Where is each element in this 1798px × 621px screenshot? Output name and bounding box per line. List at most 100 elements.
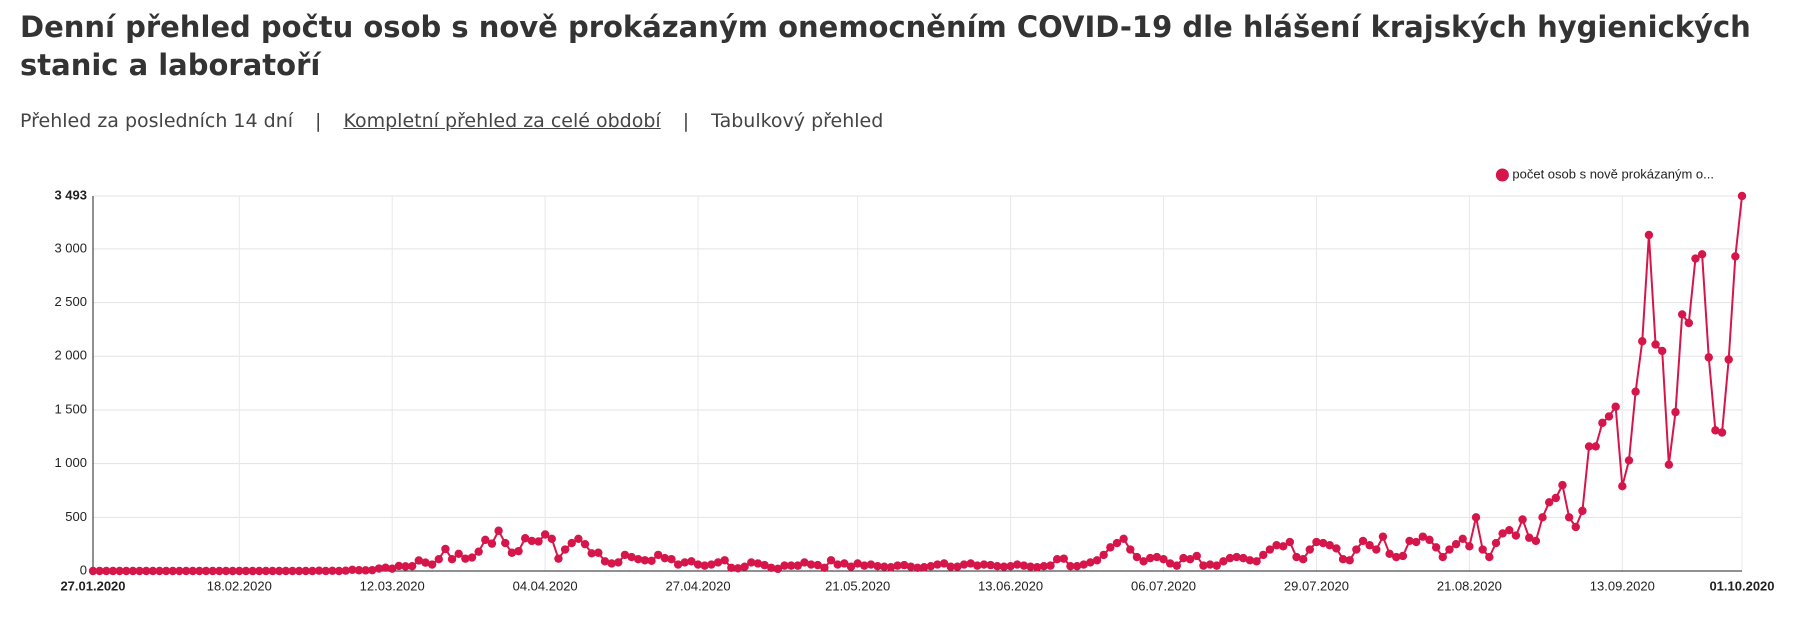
- data-point: [255, 566, 264, 576]
- data-point: [221, 566, 231, 576]
- data-point: [767, 563, 776, 572]
- data-point: [747, 558, 756, 567]
- data-point: [321, 566, 330, 576]
- data-point: [1185, 554, 1195, 564]
- data-point: [840, 559, 849, 568]
- data-point: [1225, 553, 1235, 563]
- data-point: [427, 560, 437, 569]
- data-point: [1245, 556, 1255, 565]
- data-point: [108, 566, 118, 576]
- data-point: [600, 557, 610, 566]
- data-point: [354, 566, 364, 575]
- data-point: [1013, 560, 1022, 569]
- data-point: [753, 559, 763, 568]
- data-point: [893, 561, 902, 570]
- data-point: [1431, 543, 1441, 552]
- data-point: [1232, 552, 1241, 562]
- data-point: [401, 562, 410, 571]
- data-point: [1691, 254, 1700, 263]
- data-point: [281, 566, 291, 576]
- data-point: [946, 562, 955, 571]
- data-point: [1239, 553, 1248, 563]
- data-point: [1325, 541, 1334, 550]
- data-point: [394, 561, 404, 571]
- data-point: [667, 554, 676, 564]
- data-point: [441, 544, 450, 554]
- data-point: [660, 553, 670, 563]
- data-point: [1551, 493, 1561, 503]
- data-point: [155, 566, 164, 576]
- data-point: [374, 564, 384, 573]
- data-point: [215, 566, 224, 576]
- data-point: [607, 559, 616, 568]
- data-point: [1485, 552, 1494, 562]
- nav-item[interactable]: Tabulkový přehled: [711, 110, 884, 132]
- data-point: [348, 565, 357, 575]
- data-point: [1318, 538, 1328, 548]
- data-point: [115, 566, 124, 576]
- data-point: [388, 564, 397, 573]
- data-point: [1538, 513, 1547, 522]
- data-point: [1298, 554, 1308, 564]
- nav-item[interactable]: Přehled za posledních 14 dní: [20, 110, 294, 132]
- data-point: [527, 536, 537, 546]
- data-point: [793, 561, 803, 570]
- chart: 0 500 1 000 1 500 2 000 2 500 3 000 3 493 27.01.…: [54, 166, 1774, 593]
- data-point: [999, 562, 1009, 571]
- data-point: [1032, 563, 1042, 572]
- data-point: [481, 535, 490, 545]
- data-point: [95, 566, 104, 576]
- x-tick-label: 12.03.2020: [360, 578, 425, 593]
- page-title: Denní přehled počtu osob s nově prokázan…: [20, 10, 1751, 82]
- y-tick-label: 1 500: [54, 401, 87, 416]
- x-tick-label: 29.07.2020: [1284, 578, 1349, 593]
- data-point: [1259, 550, 1268, 560]
- data-point: [1445, 545, 1454, 554]
- data-point: [1638, 337, 1647, 346]
- data-point: [288, 566, 297, 576]
- data-point: [1026, 562, 1035, 571]
- data-point: [175, 566, 184, 576]
- data-point: [1079, 560, 1088, 569]
- data-point: [1372, 545, 1381, 554]
- data-point: [1212, 561, 1221, 570]
- data-point: [1511, 531, 1521, 540]
- data-point: [88, 566, 98, 576]
- data-point: [1711, 426, 1720, 435]
- y-tick-label: 500: [65, 509, 87, 524]
- data-point: [880, 562, 889, 571]
- data-point: [826, 556, 836, 565]
- data-point: [228, 566, 237, 576]
- data-point: [720, 556, 729, 565]
- data-point: [148, 566, 158, 576]
- data-point: [308, 566, 317, 576]
- data-point: [886, 563, 896, 572]
- data-point: [653, 550, 663, 560]
- data-point: [514, 546, 523, 556]
- x-tick-label: 04.04.2020: [513, 578, 578, 593]
- data-point: [1405, 536, 1414, 546]
- data-point: [926, 561, 935, 571]
- data-point: [181, 566, 191, 576]
- x-tick-label: 13.09.2020: [1590, 578, 1655, 593]
- data-point: [587, 549, 596, 558]
- data-point: [1279, 542, 1288, 551]
- data-point: [933, 560, 942, 569]
- data-point: [1072, 561, 1082, 571]
- data-point: [1172, 561, 1182, 570]
- data-point: [494, 526, 503, 535]
- data-point: [1338, 554, 1348, 564]
- data-point: [1192, 551, 1201, 561]
- data-point: [993, 561, 1002, 571]
- data-point: [1525, 533, 1534, 542]
- data-point: [627, 552, 636, 562]
- data-point: [1106, 543, 1115, 552]
- data-point: [1505, 526, 1514, 535]
- data-point: [201, 566, 211, 576]
- data-point: [1159, 554, 1168, 564]
- data-point: [687, 557, 696, 566]
- data-point: [953, 562, 962, 571]
- nav-link[interactable]: Kompletní přehled za celé období: [343, 110, 661, 132]
- data-point: [474, 547, 483, 556]
- data-point: [487, 539, 497, 548]
